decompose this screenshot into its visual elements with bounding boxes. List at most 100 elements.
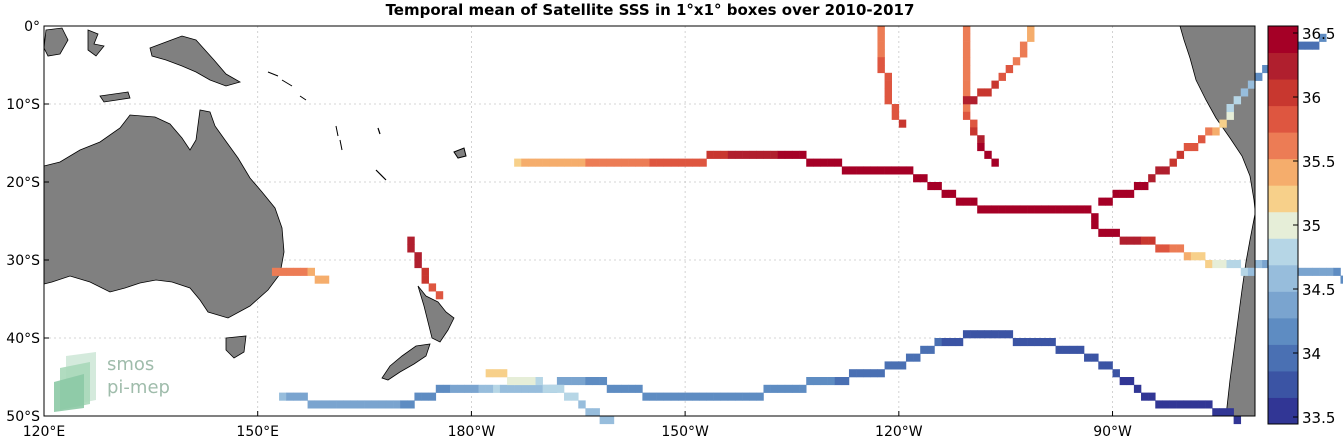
colorbar-swatch — [1268, 264, 1298, 292]
sss-cell — [1055, 205, 1063, 214]
sss-cell — [485, 384, 494, 393]
sss-cell — [286, 267, 294, 276]
sss-cell — [1019, 41, 1028, 50]
sss-cell — [970, 119, 978, 128]
sss-cell — [884, 361, 892, 370]
sss-cell — [564, 377, 572, 386]
sss-cell — [677, 158, 686, 167]
sss-cell — [977, 88, 985, 97]
sss-cell — [856, 166, 864, 175]
sss-cell — [1162, 244, 1170, 253]
sss-cell — [813, 158, 821, 167]
sss-cell — [877, 26, 885, 35]
sss-cell — [1041, 338, 1049, 347]
sss-cell — [877, 166, 885, 175]
sss-cell — [585, 158, 593, 167]
sss-cell — [1198, 135, 1206, 144]
sss-cell — [1069, 345, 1078, 354]
colorbar-swatch — [1268, 79, 1298, 107]
sss-cell — [742, 392, 750, 401]
sss-cell — [998, 205, 1006, 214]
sss-cell — [962, 72, 971, 81]
sss-cell — [535, 158, 543, 167]
sss-cell — [1212, 127, 1220, 136]
land-masses — [43, 25, 1256, 417]
colorbar-ticks: 33.5 34 34.5 35 35.5 36 36.5 — [1293, 25, 1335, 427]
sss-cell — [535, 384, 543, 393]
y-tick-label: 20°S — [6, 175, 40, 191]
sss-cell — [1005, 65, 1014, 74]
sss-cell — [984, 330, 992, 339]
sss-cell — [1190, 400, 1199, 409]
sss-cell — [378, 400, 387, 409]
sss-cell — [1183, 143, 1192, 152]
sss-cell — [1190, 143, 1199, 152]
sss-cell — [848, 166, 857, 175]
sss-cell — [927, 345, 935, 354]
sss-cell — [578, 400, 586, 409]
sss-cell — [962, 80, 971, 89]
sss-cell — [1155, 244, 1163, 253]
colorbar-tick-label: 33.5 — [1302, 409, 1335, 427]
sss-cell — [727, 150, 736, 159]
colorbar-swatch — [1268, 105, 1298, 133]
sss-cell — [1233, 96, 1242, 105]
nz-north-island — [417, 285, 455, 343]
sss-cell — [564, 392, 572, 401]
sss-cell — [927, 182, 935, 191]
sss-cell — [1176, 150, 1185, 159]
sss-cell — [542, 384, 551, 393]
sss-cell — [884, 96, 892, 105]
sss-cell — [756, 150, 764, 159]
sss-cell — [713, 150, 722, 159]
track-nz-north — [407, 236, 444, 300]
sss-cell — [642, 158, 650, 167]
sss-cell — [1141, 182, 1149, 191]
colorbar-swatch — [1268, 291, 1298, 319]
sss-cell — [734, 392, 743, 401]
sss-cell — [592, 408, 600, 417]
sss-cell — [571, 377, 579, 386]
sss-cell — [663, 392, 672, 401]
sss-cell — [941, 338, 949, 347]
sss-cell — [749, 150, 757, 159]
sss-cell — [421, 267, 429, 276]
sss-cell — [592, 377, 600, 386]
x-tick-label: 180°W — [448, 424, 496, 438]
sss-cell — [307, 400, 315, 409]
sss-cell — [1262, 260, 1270, 269]
sss-cell — [1005, 330, 1014, 339]
sss-cell — [1133, 384, 1142, 393]
timor-landmass — [99, 91, 131, 103]
sss-cell — [1255, 72, 1263, 81]
sss-cell — [1027, 205, 1035, 214]
sss-cell — [293, 392, 301, 401]
sss-cell — [799, 384, 807, 393]
colorbar-swatch — [1268, 238, 1298, 266]
colorbar-swatch — [1268, 344, 1298, 372]
map-panel: 120°E 150°E 180°W 150°W 120°W 90°W 0° 10°S 20°S… — [6, 19, 1343, 438]
sss-cell — [1176, 400, 1185, 409]
sss-cell — [670, 158, 679, 167]
sss-cell — [314, 275, 323, 284]
sss-cell — [720, 392, 729, 401]
track-east-rise — [1098, 80, 1256, 206]
sss-cell — [692, 158, 700, 167]
sss-cell — [606, 416, 615, 425]
sss-cell — [1012, 338, 1021, 347]
sss-cell — [920, 345, 928, 354]
sss-cell — [514, 158, 522, 167]
colorbar-tick-label: 36 — [1302, 89, 1321, 107]
sss-cell — [606, 158, 615, 167]
sss-cell — [1098, 361, 1106, 370]
australia-landmass — [43, 109, 285, 319]
sss-cell — [962, 41, 971, 50]
sss-cell — [271, 267, 280, 276]
sss-cell — [1205, 127, 1213, 136]
sss-cell — [934, 182, 942, 191]
sss-cell — [685, 158, 693, 167]
sss-cell — [877, 369, 885, 378]
sss-cell — [1233, 260, 1242, 269]
sss-cell — [606, 384, 615, 393]
sss-cell — [1019, 205, 1028, 214]
